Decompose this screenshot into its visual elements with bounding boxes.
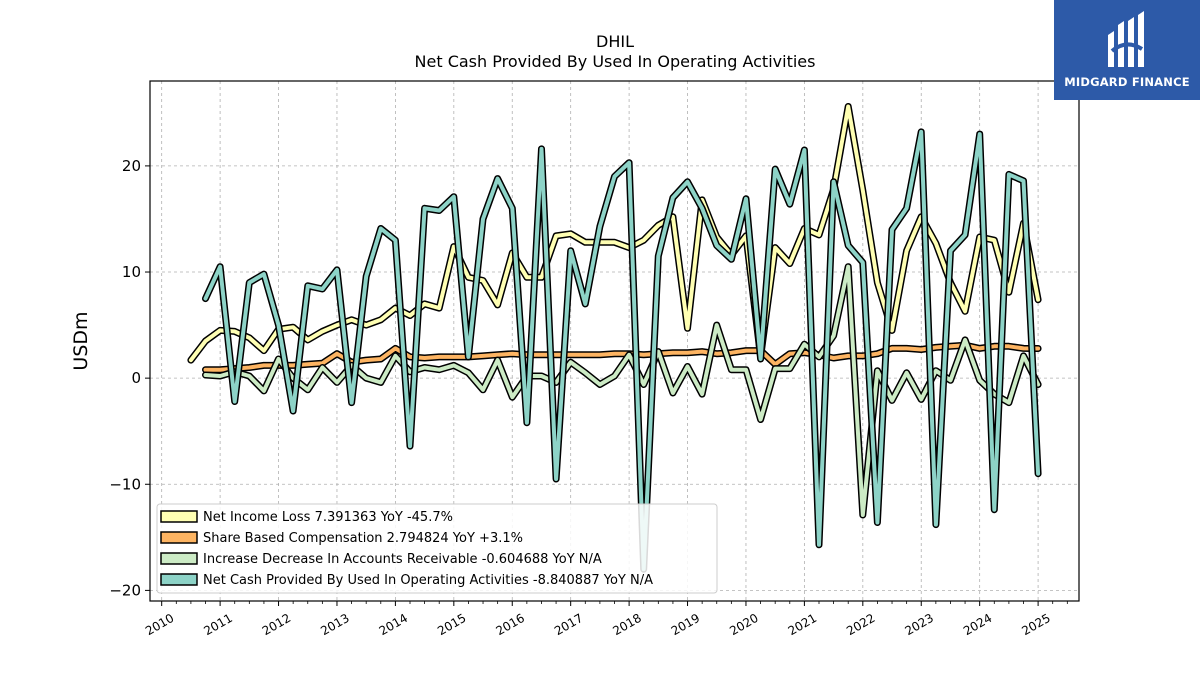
legend-box <box>156 503 718 594</box>
x-tick-label: 2015 <box>435 611 468 638</box>
y-tick-label: 0 <box>131 369 141 387</box>
chart-subtitle: Net Cash Provided By Used In Operating A… <box>415 52 816 71</box>
x-tick-label: 2012 <box>260 611 293 638</box>
x-tick-label: 2022 <box>844 611 877 638</box>
x-tick-label: 2017 <box>552 611 585 638</box>
x-tick-label: 2013 <box>318 611 351 638</box>
legend-swatch <box>160 531 198 544</box>
y-tick-label: 10 <box>122 263 141 281</box>
x-tick-label: 2016 <box>494 611 527 638</box>
x-tick-label: 2020 <box>727 611 760 638</box>
y-tick-label: 20 <box>122 157 141 175</box>
x-tick-label: 2014 <box>377 611 410 638</box>
legend: Net Income Loss 7.391363 YoY -45.7% Share… <box>156 503 718 594</box>
x-tick-label: 2010 <box>143 611 176 638</box>
x-tick-label: 2019 <box>669 611 702 638</box>
x-tick-label: 2023 <box>903 611 936 638</box>
series-stroke <box>203 264 1041 517</box>
legend-swatch <box>160 573 198 586</box>
logo: MIDGARD FINANCE <box>1054 0 1200 100</box>
logo-text: MIDGARD FINANCE <box>1064 75 1190 89</box>
series-group <box>187 103 1042 573</box>
x-tick-label: 2011 <box>201 611 234 638</box>
series-stroke <box>203 129 1041 572</box>
legend-swatch <box>160 552 198 565</box>
legend-entry: Net Cash Provided By Used In Operating A… <box>203 573 653 588</box>
y-tick-label: −10 <box>109 475 141 493</box>
series-line-4 <box>202 128 1042 573</box>
x-tick-label: 2021 <box>786 611 819 638</box>
x-tick-label: 2024 <box>961 611 994 638</box>
x-tick-label: 2025 <box>1019 611 1052 638</box>
series-outline <box>202 263 1042 519</box>
legend-swatch <box>160 510 198 523</box>
x-tick-label: 2018 <box>610 611 643 638</box>
series-line-3 <box>202 263 1042 519</box>
midgard-monogram-icon <box>1108 11 1144 67</box>
chart-title: DHIL <box>596 32 634 51</box>
y-tick-label: −20 <box>109 581 141 599</box>
y-axis-label: USDm <box>70 311 92 370</box>
series-line-1 <box>187 103 1042 364</box>
series-outline <box>187 103 1042 364</box>
legend-entry: Increase Decrease In Accounts Receivable… <box>203 552 602 567</box>
series-stroke <box>188 104 1041 363</box>
legend-entry: Share Based Compensation 2.794824 YoY +3… <box>203 531 523 546</box>
legend-entry: Net Income Loss 7.391363 YoY -45.7% <box>203 510 453 525</box>
